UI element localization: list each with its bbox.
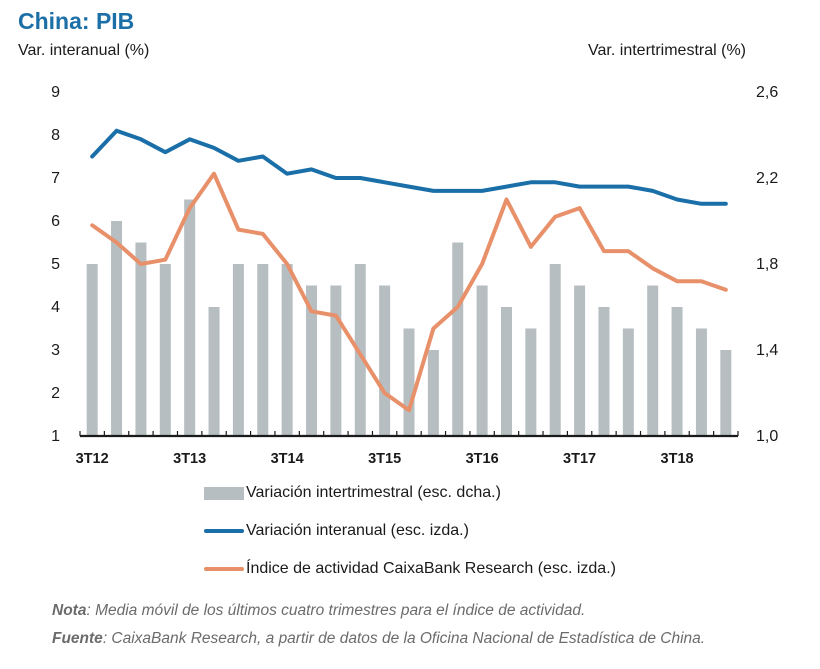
bar-intertrimestral bbox=[184, 199, 196, 436]
bar-intertrimestral bbox=[549, 264, 561, 436]
legend-label-orange-line: Índice de actividad CaixaBank Research (… bbox=[246, 560, 616, 577]
chart-title: China: PIB bbox=[18, 8, 135, 34]
gdp-chart: 1 2 3 4 5 6 7 8 9 1,0 1,4 1,8 2,2 2,6 3T12 3T13 3T14 3T15… bbox=[51, 84, 778, 467]
bar-intertrimestral bbox=[111, 221, 123, 436]
left-tick-label: 3 bbox=[51, 342, 60, 359]
bar-intertrimestral bbox=[330, 285, 342, 436]
x-tick-label: 3T18 bbox=[661, 451, 694, 467]
left-tick-label: 7 bbox=[51, 170, 60, 187]
left-tick-label: 4 bbox=[51, 299, 60, 316]
left-tick-label: 8 bbox=[51, 127, 60, 144]
bar-intertrimestral bbox=[452, 242, 464, 436]
bar-intertrimestral bbox=[379, 285, 391, 436]
legend-swatch-orange-line bbox=[204, 567, 244, 571]
note-text: Nota: Media móvil de los últimos cuatro … bbox=[52, 602, 585, 620]
right-axis-label: Var. intertrimestral (%) bbox=[588, 42, 746, 59]
legend-swatch-blue-line bbox=[204, 529, 244, 533]
bar-intertrimestral bbox=[86, 264, 98, 436]
bar-intertrimestral bbox=[159, 264, 171, 436]
legend-item-orange-line: Índice de actividad CaixaBank Research (… bbox=[204, 560, 616, 578]
x-tick-label: 3T12 bbox=[76, 451, 109, 467]
legend-label-blue-line: Variación interanual (esc. izda.) bbox=[246, 522, 469, 539]
bar-intertrimestral bbox=[403, 328, 415, 436]
bar-intertrimestral bbox=[622, 328, 634, 436]
source-body: : CaixaBank Research, a partir de datos … bbox=[102, 630, 706, 647]
x-tick-label: 3T16 bbox=[466, 451, 499, 467]
bar-intertrimestral bbox=[232, 264, 244, 436]
legend-item-bars: Variación intertrimestral (esc. dcha.) bbox=[204, 484, 501, 502]
bar-intertrimestral bbox=[525, 328, 537, 436]
x-tick-label: 3T14 bbox=[271, 451, 304, 467]
bar-intertrimestral bbox=[647, 285, 659, 436]
left-tick-label: 9 bbox=[51, 84, 60, 101]
bar-intertrimestral bbox=[135, 242, 147, 436]
bar-intertrimestral bbox=[306, 285, 318, 436]
legend-item-blue-line: Variación interanual (esc. izda.) bbox=[204, 522, 469, 540]
right-tick-label: 2,2 bbox=[756, 170, 778, 187]
left-tick-label: 2 bbox=[51, 385, 60, 402]
source-text: Fuente: CaixaBank Research, a partir de … bbox=[52, 630, 705, 648]
right-tick-label: 2,6 bbox=[756, 84, 778, 101]
bar-intertrimestral bbox=[208, 307, 220, 436]
bar-intertrimestral bbox=[281, 264, 293, 436]
line-interanual bbox=[90, 128, 728, 206]
note-body: : Media móvil de los últimos cuatro trim… bbox=[86, 602, 586, 619]
left-tick-label: 1 bbox=[51, 428, 60, 445]
line-indice-actividad bbox=[90, 171, 728, 413]
note-label: Nota bbox=[52, 602, 87, 619]
right-tick-label: 1,4 bbox=[756, 342, 778, 359]
legend-label-bars: Variación intertrimestral (esc. dcha.) bbox=[246, 484, 501, 501]
bar-intertrimestral bbox=[354, 264, 366, 436]
bar-intertrimestral bbox=[695, 328, 707, 436]
left-tick-label: 6 bbox=[51, 213, 60, 230]
bar-intertrimestral bbox=[427, 350, 439, 436]
bar-intertrimestral bbox=[476, 285, 488, 436]
bar-intertrimestral bbox=[720, 350, 732, 436]
bar-intertrimestral bbox=[598, 307, 610, 436]
bar-intertrimestral bbox=[671, 307, 683, 436]
source-label: Fuente bbox=[52, 630, 103, 647]
bar-intertrimestral bbox=[574, 285, 586, 436]
x-tick-label: 3T17 bbox=[563, 451, 596, 467]
x-tick-label: 3T15 bbox=[368, 451, 401, 467]
left-axis-label: Var. interanual (%) bbox=[18, 42, 150, 59]
bar-intertrimestral bbox=[500, 307, 512, 436]
legend-swatch-bars bbox=[204, 486, 244, 500]
right-tick-label: 1,8 bbox=[756, 256, 778, 273]
x-tick-label: 3T13 bbox=[173, 451, 206, 467]
left-tick-label: 5 bbox=[51, 256, 60, 273]
bar-intertrimestral bbox=[257, 264, 269, 436]
right-tick-label: 1,0 bbox=[756, 428, 778, 445]
